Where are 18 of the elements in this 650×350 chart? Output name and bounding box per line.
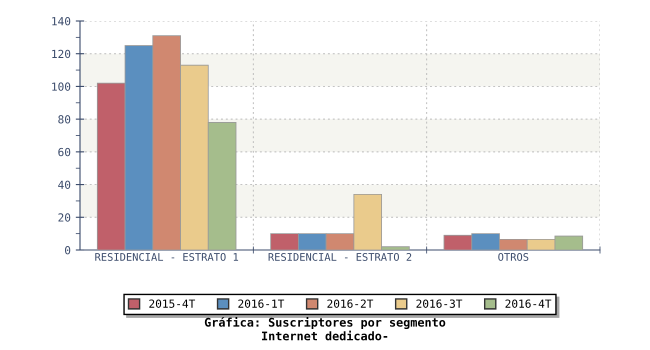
legend-label: 2016-1T <box>238 299 284 308</box>
y-tick-label: 40 <box>58 180 70 189</box>
y-tick-label: 20 <box>58 213 70 222</box>
text: Gráfica: Suscriptores por segmento <box>204 316 446 330</box>
legend-label: 2016-3T <box>416 299 462 308</box>
y-tick-label: 140 <box>52 17 70 26</box>
y-tick-label: 120 <box>52 50 70 58</box>
y-tick-label: 0 <box>65 246 70 254</box>
legend-label: 2016-4T <box>506 299 552 308</box>
y-tick-label: 60 <box>58 148 70 156</box>
x-tick-label: OTROS <box>498 253 528 261</box>
x-tick-label: RESIDENCIAL - ESTRATO 1 <box>95 253 238 261</box>
x-tick-label: RESIDENCIAL - ESTRATO 2 <box>268 253 412 261</box>
y-tick-label: 100 <box>52 82 70 91</box>
text: Internet dedicado- <box>262 330 388 340</box>
legend-label: 2015-4T <box>149 299 196 308</box>
legend-label: 2016-2T <box>327 299 374 308</box>
y-tick-label: 80 <box>58 115 70 124</box>
